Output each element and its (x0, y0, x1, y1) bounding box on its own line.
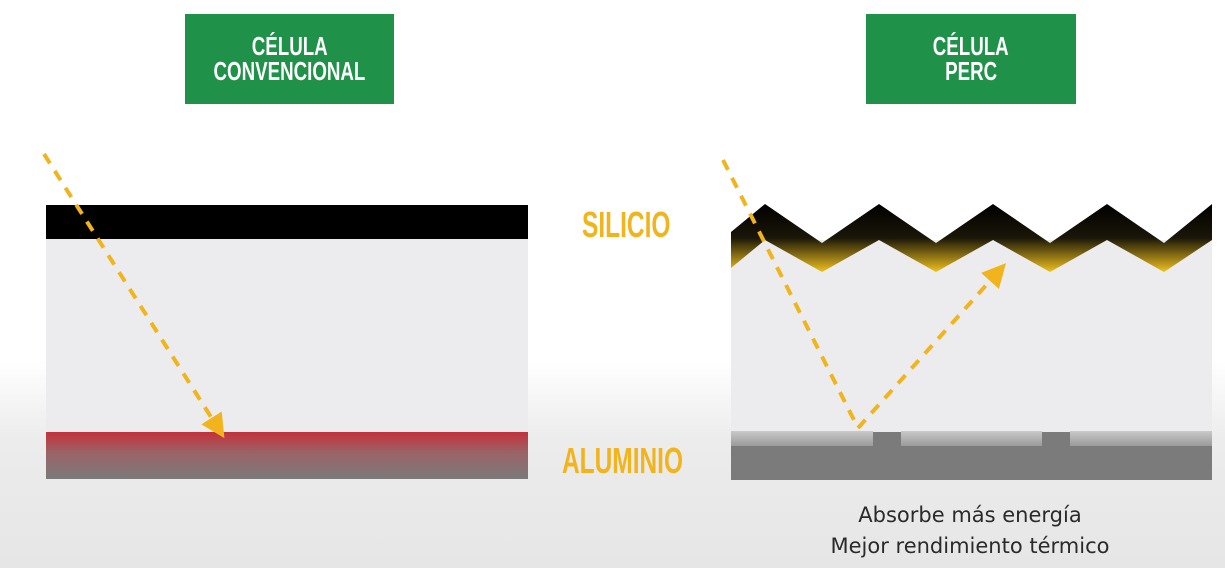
perc-title-line1: CÉLULA (933, 31, 1009, 61)
silicon-layer-label: SILICIO (582, 204, 671, 245)
perc-title-line2: PERC (944, 56, 998, 86)
conventional-title-line2: CONVENCIONAL (213, 56, 366, 86)
perc-passivation-segment-1 (731, 431, 873, 446)
conventional-title-line1: CÉLULA (251, 31, 328, 61)
conventional-cell-title: CÉLULA CONVENCIONAL (185, 14, 394, 104)
perc-passivation-segment-2 (901, 431, 1042, 446)
caption-line-2: Mejor rendimiento térmico (830, 534, 1110, 558)
perc-cell (721, 159, 1212, 480)
conventional-light-ray-arrow (42, 152, 225, 439)
caption-line-1: Absorbe más energía (858, 503, 1082, 527)
perc-cell-body (731, 240, 1212, 435)
conventional-cell (42, 152, 528, 479)
conventional-aluminum-layer (46, 432, 528, 479)
perc-cell-title: CÉLULA PERC (866, 14, 1076, 104)
perc-incident-ray-arrow (721, 159, 860, 429)
aluminum-layer-label: ALUMINIO (562, 440, 684, 481)
perc-textured-silicon-layer (731, 204, 1212, 272)
perc-reflected-ray-arrow (856, 263, 1007, 430)
conventional-silicon-layer (46, 205, 528, 239)
conventional-cell-body (46, 238, 528, 433)
perc-passivation-segment-3 (1070, 431, 1212, 446)
